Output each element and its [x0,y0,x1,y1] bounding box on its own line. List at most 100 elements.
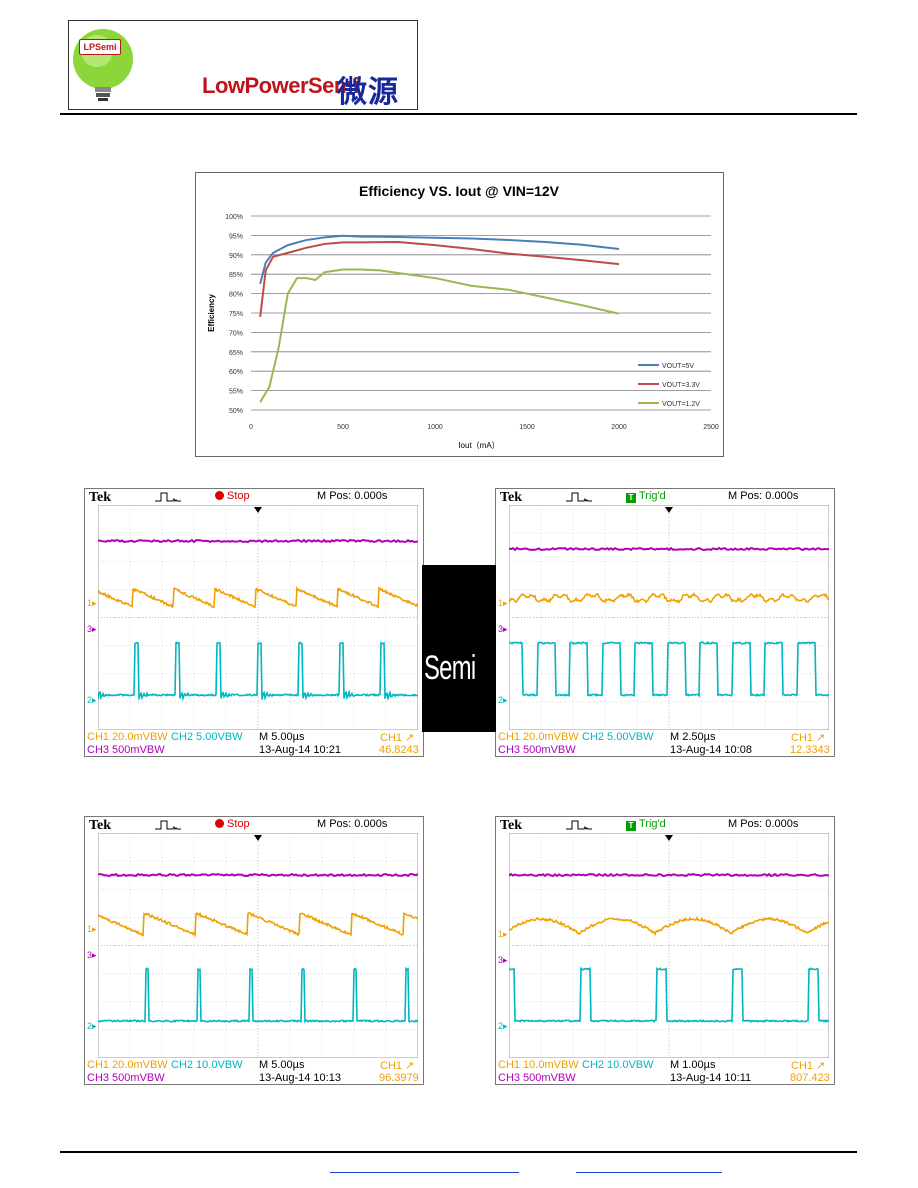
status-text: Stop [227,818,250,830]
ch3-waveform [509,872,829,878]
y-tick-label: 50% [229,408,243,415]
trigger-position-marker [665,835,673,841]
position-readout: M Pos: 0.000s [728,490,799,502]
ch3-waveform [98,872,418,878]
y-axis-label: Efficiency [207,294,216,332]
scope-graticule [509,833,829,1058]
trigger-source: CH1 ↗ [380,1060,415,1072]
ch1-scale: CH1 20.0mVBW [498,731,579,743]
trigger-level: 12.3343 [790,744,830,756]
scope-footer: CH1 20.0mVBW CH2 10.0VBW M 5.00µs CH1 ↗ CH3 … [85,1059,423,1084]
timebase: M 5.00µs [259,731,305,743]
acquisition-pulse-icon [566,820,592,830]
trigger-position-marker [254,835,262,841]
y-tick-label: 100% [225,214,243,221]
oscilloscope-capture-1: Tek Stop M Pos: 0.000s 1▸ 3▸ 2▸ CH1 20.0mVBW CH… [84,488,424,757]
capture-date: 13-Aug-14 10:08 [670,744,752,756]
oscilloscope-capture-3: Tek Stop M Pos: 0.000s 1▸ 3▸ 2▸ CH1 20.0mVBW CH… [84,816,424,1085]
chart-title: Efficiency VS. Iout @ VIN=12V [359,183,560,199]
acquisition-status: T Trig'd [626,818,666,831]
ch2-waveform [509,640,829,698]
channel-2-marker: 2▸ [498,1021,508,1031]
channel-2-marker: 2▸ [498,695,508,705]
ch2-waveform [98,966,418,1024]
position-readout: M Pos: 0.000s [728,818,799,830]
ch1-scale: CH1 20.0mVBW [87,731,168,743]
stop-indicator-icon [215,819,224,828]
ch2-scale: CH2 5.00VBW [171,731,243,743]
scope-footer: CH1 20.0mVBW CH2 5.00VBW M 2.50µs CH1 ↗ CH3 … [496,731,834,756]
acquisition-status: Stop [215,490,250,502]
ch1-waveform [98,585,418,609]
acquisition-status: T Trig'd [626,490,666,503]
legend-label: VOUT=1.2V [662,401,700,408]
capture-date: 13-Aug-14 10:11 [670,1072,752,1084]
trigger-source: CH1 ↗ [380,732,415,744]
x-tick-label: 500 [337,424,349,431]
ch3-scale: CH3 500mVBW [498,744,576,756]
y-tick-label: 75% [229,311,243,318]
scope-footer: CH1 10.0mVBW CH2 10.0VBW M 1.00µs CH1 ↗ CH3 … [496,1059,834,1084]
ch3-scale: CH3 500mVBW [87,744,165,756]
status-text: Stop [227,490,250,502]
logo-chinese-name: 微源半導體 [337,76,399,109]
footer-link-2[interactable] [576,1172,722,1173]
acquisition-pulse-icon [566,492,592,502]
channel-1-marker: 1▸ [87,924,97,934]
logo-wordmark: LowPowerSemi [202,73,359,98]
channel-3-marker: 3▸ [87,950,97,960]
stop-indicator-icon [215,491,224,500]
scope-header: Tek Stop M Pos: 0.000s [85,489,423,505]
status-text: Trig'd [639,818,666,830]
scope-header: Tek T Trig'd M Pos: 0.000s [496,817,834,833]
trigger-level: 46.8243 [379,744,419,756]
lightbulb-logo-icon [73,29,133,101]
channel-3-marker: 3▸ [498,624,508,634]
acquisition-pulse-icon [155,492,181,502]
y-tick-label: 60% [229,369,243,376]
channel-2-marker: 2▸ [87,695,97,705]
y-tick-label: 95% [229,233,243,240]
position-readout: M Pos: 0.000s [317,818,388,830]
ch3-scale: CH3 500mVBW [87,1072,165,1084]
channel-3-marker: 3▸ [498,955,508,965]
y-tick-label: 55% [229,389,243,396]
logo-badge: LPSemi [79,39,121,55]
scope-footer: CH1 20.0mVBW CH2 5.00VBW M 5.00µs CH1 ↗ CH3 … [85,731,423,756]
watermark-block: Semi [422,565,496,732]
efficiency-chart: Efficiency VS. Iout @ VIN=12V 50% 55% 60% 65… [195,172,724,457]
x-tick-label: 2000 [611,424,627,431]
company-logo: LPSemi LowPowerSemi 微源半導體 [68,20,418,110]
y-tick-label: 90% [229,253,243,260]
x-tick-label: 2500 [703,424,719,431]
ch1-scale: CH1 10.0mVBW [498,1059,579,1071]
timebase: M 5.00µs [259,1059,305,1071]
ch2-scale: CH2 10.0VBW [171,1059,243,1071]
watermark-text: Semi [424,649,476,687]
trigger-level: 807.423 [790,1072,830,1084]
timebase: M 1.00µs [670,1059,716,1071]
y-tick-label: 65% [229,350,243,357]
y-tick-label: 70% [229,330,243,337]
footer-link-1[interactable] [330,1172,519,1173]
header-rule [60,113,857,115]
ch1-waveform [509,592,829,604]
legend-label: VOUT=3.3V [662,382,700,389]
series-line-1 [259,234,620,285]
position-readout: M Pos: 0.000s [317,490,388,502]
capture-date: 13-Aug-14 10:21 [259,744,341,756]
channel-1-marker: 1▸ [498,929,508,939]
timebase: M 2.50µs [670,731,716,743]
oscilloscope-capture-4: Tek T Trig'd M Pos: 0.000s 1▸ 3▸ 2▸ CH1 10.0mVB… [495,816,835,1085]
ch2-waveform [98,641,418,702]
ch3-scale: CH3 500mVBW [498,1072,576,1084]
tek-brand: Tek [500,490,523,505]
series-line-2 [259,240,620,317]
trigger-source: CH1 ↗ [791,732,826,744]
ch2-waveform [509,966,829,1024]
footer-rule [60,1151,857,1153]
ch1-waveform [98,911,418,938]
channel-1-marker: 1▸ [87,598,97,608]
trigger-level: 96.3979 [379,1072,419,1084]
scope-graticule [509,505,829,730]
